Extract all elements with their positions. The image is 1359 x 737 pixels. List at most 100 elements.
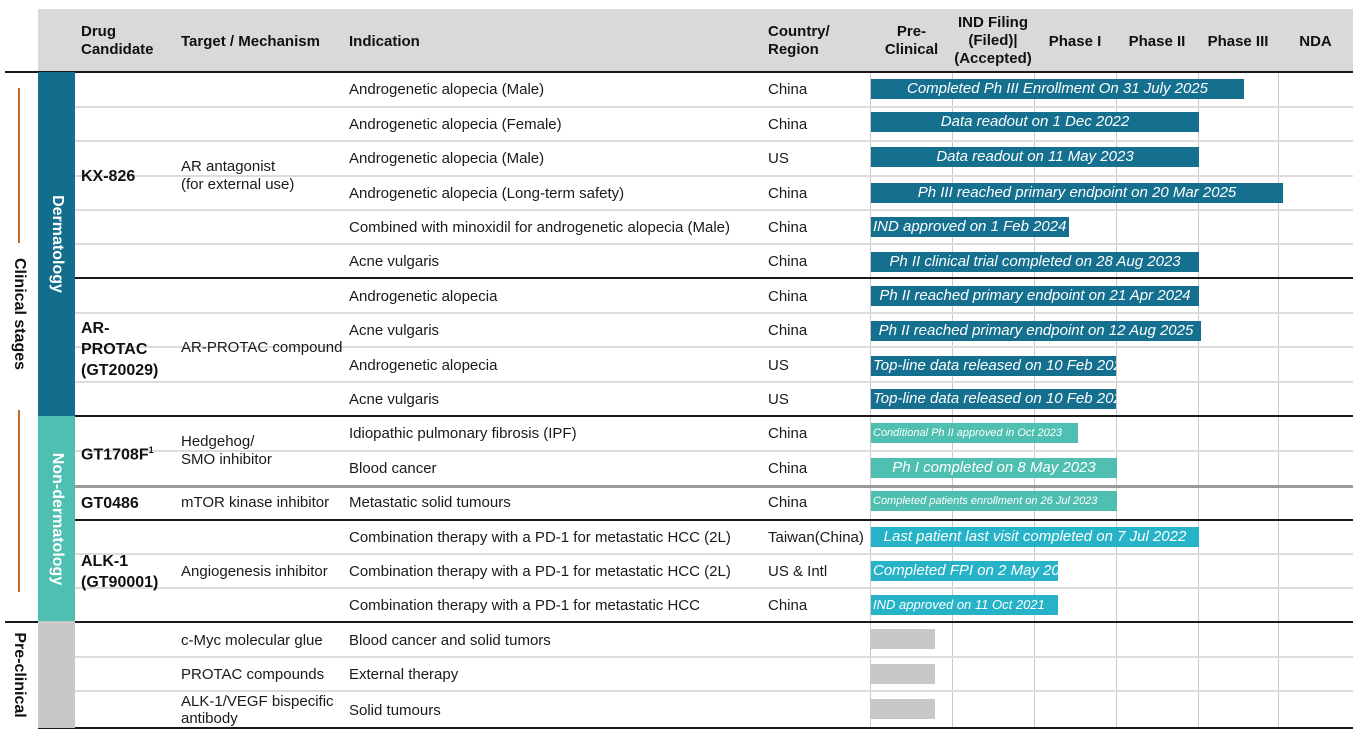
header-ind-line2: (Filed)| [968, 32, 1018, 49]
progress-bar: Ph II clinical trial completed on 28 Aug… [871, 252, 1199, 272]
drug-alk1-line1: ALK-1 [81, 553, 129, 570]
indication-cell: Combination therapy with a PD-1 for meta… [349, 597, 700, 614]
pre-clinical-label: Pre-clinical [11, 632, 28, 718]
non-dermatology-label: Non-dermatology [48, 452, 66, 585]
progress-bar: Ph I completed on 8 May 2023 [871, 458, 1117, 478]
country-cell: China [768, 425, 808, 442]
indication-cell: Androgenetic alopecia [349, 357, 498, 374]
drug-kx826: KX-826 [81, 168, 136, 185]
indication-cell: Blood cancer [349, 460, 437, 477]
progress-bar: Completed FPI on 2 May 2022 [871, 561, 1058, 581]
country-cell: China [768, 219, 808, 236]
progress-bar: Ph III reached primary endpoint on 20 Ma… [871, 183, 1283, 203]
mechanism-kx826-line1: AR antagonist [181, 158, 276, 175]
header-preclinical-line2: Clinical [884, 41, 939, 58]
drug-gt1708f-name: GT1708F [81, 446, 149, 464]
country-cell: China [768, 494, 808, 511]
gridline-preclinical [870, 72, 871, 728]
progress-bar: Top-line data released on 10 Feb 2023 [871, 356, 1116, 376]
preclinical-progress-bar [871, 699, 935, 719]
progress-bar: Completed patients enrollment on 26 Jul … [871, 491, 1117, 511]
indication-cell: Androgenetic alopecia (Long-term safety) [349, 185, 625, 202]
section-divider [5, 621, 1353, 623]
indication-cell: Androgenetic alopecia (Female) [349, 116, 562, 133]
preclinical-indication-cell: Blood cancer and solid tumors [349, 632, 551, 649]
header-nda: NDA [1299, 33, 1332, 50]
progress-bar: Last patient last visit completed on 7 J… [871, 527, 1199, 547]
table-bottom-border [38, 727, 1353, 729]
indication-cell: Combination therapy with a PD-1 for meta… [349, 563, 731, 580]
country-cell: US [768, 357, 789, 374]
preclinical-mechanism-line1: ALK-1/VEGF bispecific [181, 693, 334, 710]
country-cell: China [768, 185, 808, 202]
indication-cell: Metastatic solid tumours [349, 494, 511, 511]
header-country-line1: Country/ [768, 23, 830, 40]
preclinical-mechanism-cell: ALK-1/VEGF bispecific antibody [181, 693, 334, 727]
header-ind-line3: (Accepted) [954, 50, 1032, 67]
country-cell: China [768, 597, 808, 614]
mechanism-kx826-line2: (for external use) [181, 176, 295, 193]
gridline-phase2 [1116, 72, 1117, 728]
drug-arprotac-line2: PROTAC [81, 341, 148, 358]
group-divider [75, 277, 1353, 279]
clinical-stages-line-bottom [18, 410, 20, 592]
dermatology-label: Dermatology [48, 195, 66, 293]
row-divider [75, 485, 1353, 488]
country-cell: China [768, 116, 808, 133]
header-country-line2: Region [768, 41, 819, 58]
clinical-stages-line-top [18, 88, 20, 243]
progress-bar: Ph II reached primary endpoint on 12 Aug… [871, 321, 1201, 341]
mechanism-gt1708f: Hedgehog/ SMO inhibitor [181, 433, 272, 469]
indication-cell: Combined with minoxidil for androgenetic… [349, 219, 731, 236]
gridline-nda [1278, 72, 1279, 728]
row-divider [75, 690, 1353, 692]
row-divider [75, 346, 1353, 348]
progress-bar: Data readout on 1 Dec 2022 [871, 112, 1199, 132]
drug-gt1708f: GT1708F1 [81, 440, 154, 465]
drug-gt1708f-footnote: 1 [148, 445, 154, 455]
row-divider [75, 140, 1353, 142]
dermatology-band: Dermatology [38, 72, 75, 416]
row-divider [75, 175, 1353, 177]
country-cell: US [768, 150, 789, 167]
indication-cell: Androgenetic alopecia (Male) [349, 150, 545, 167]
indication-cell: Combination therapy with a PD-1 for meta… [349, 529, 731, 546]
preclinical-indication-cell: Solid tumours [349, 702, 441, 719]
country-cell: Taiwan(China) [768, 529, 864, 546]
gridline-phase3 [1198, 72, 1199, 728]
header-preclinical: Pre- Clinical [871, 23, 952, 59]
indication-cell: Acne vulgaris [349, 322, 440, 339]
preclinical-mechanism-line2: antibody [181, 710, 238, 727]
indication-cell: Androgenetic alopecia (Male) [349, 81, 545, 98]
drug-alk1: ALK-1 (GT90001) [81, 551, 158, 593]
header-preclinical-line1: Pre- [896, 23, 927, 40]
row-divider [75, 381, 1353, 383]
header-phase1: Phase I [1048, 33, 1102, 50]
preclinical-indication-cell: External therapy [349, 666, 459, 683]
country-cell: US & Intl [768, 563, 828, 580]
mechanism-arprotac: AR-PROTAC compound [181, 339, 343, 356]
mechanism-alk1: Angiogenesis inhibitor [181, 563, 328, 580]
header-phase2: Phase II [1128, 33, 1186, 50]
row-divider [75, 209, 1353, 211]
pre-clinical-band [38, 621, 75, 728]
non-dermatology-band: Non-dermatology [38, 416, 75, 621]
country-cell: China [768, 81, 808, 98]
header-phase3: Phase III [1207, 33, 1269, 50]
row-divider [75, 450, 1353, 452]
header-country: Country/ Region [768, 23, 830, 59]
country-cell: China [768, 322, 808, 339]
row-divider [75, 656, 1353, 658]
row-divider [75, 312, 1353, 314]
preclinical-progress-bar [871, 664, 935, 684]
progress-bar: IND approved on 11 Oct 2021 [871, 595, 1058, 615]
table-header [38, 9, 1353, 71]
indication-cell: Androgenetic alopecia [349, 288, 498, 305]
progress-bar: Completed Ph III Enrollment On 31 July 2… [871, 79, 1244, 99]
header-drug-line1: Drug [81, 23, 116, 40]
header-target: Target / Mechanism [181, 33, 320, 50]
mechanism-gt1708f-line2: SMO inhibitor [181, 451, 272, 468]
indication-cell: Idiopathic pulmonary fibrosis (IPF) [349, 425, 577, 442]
country-cell: China [768, 253, 808, 270]
row-divider [75, 587, 1353, 589]
